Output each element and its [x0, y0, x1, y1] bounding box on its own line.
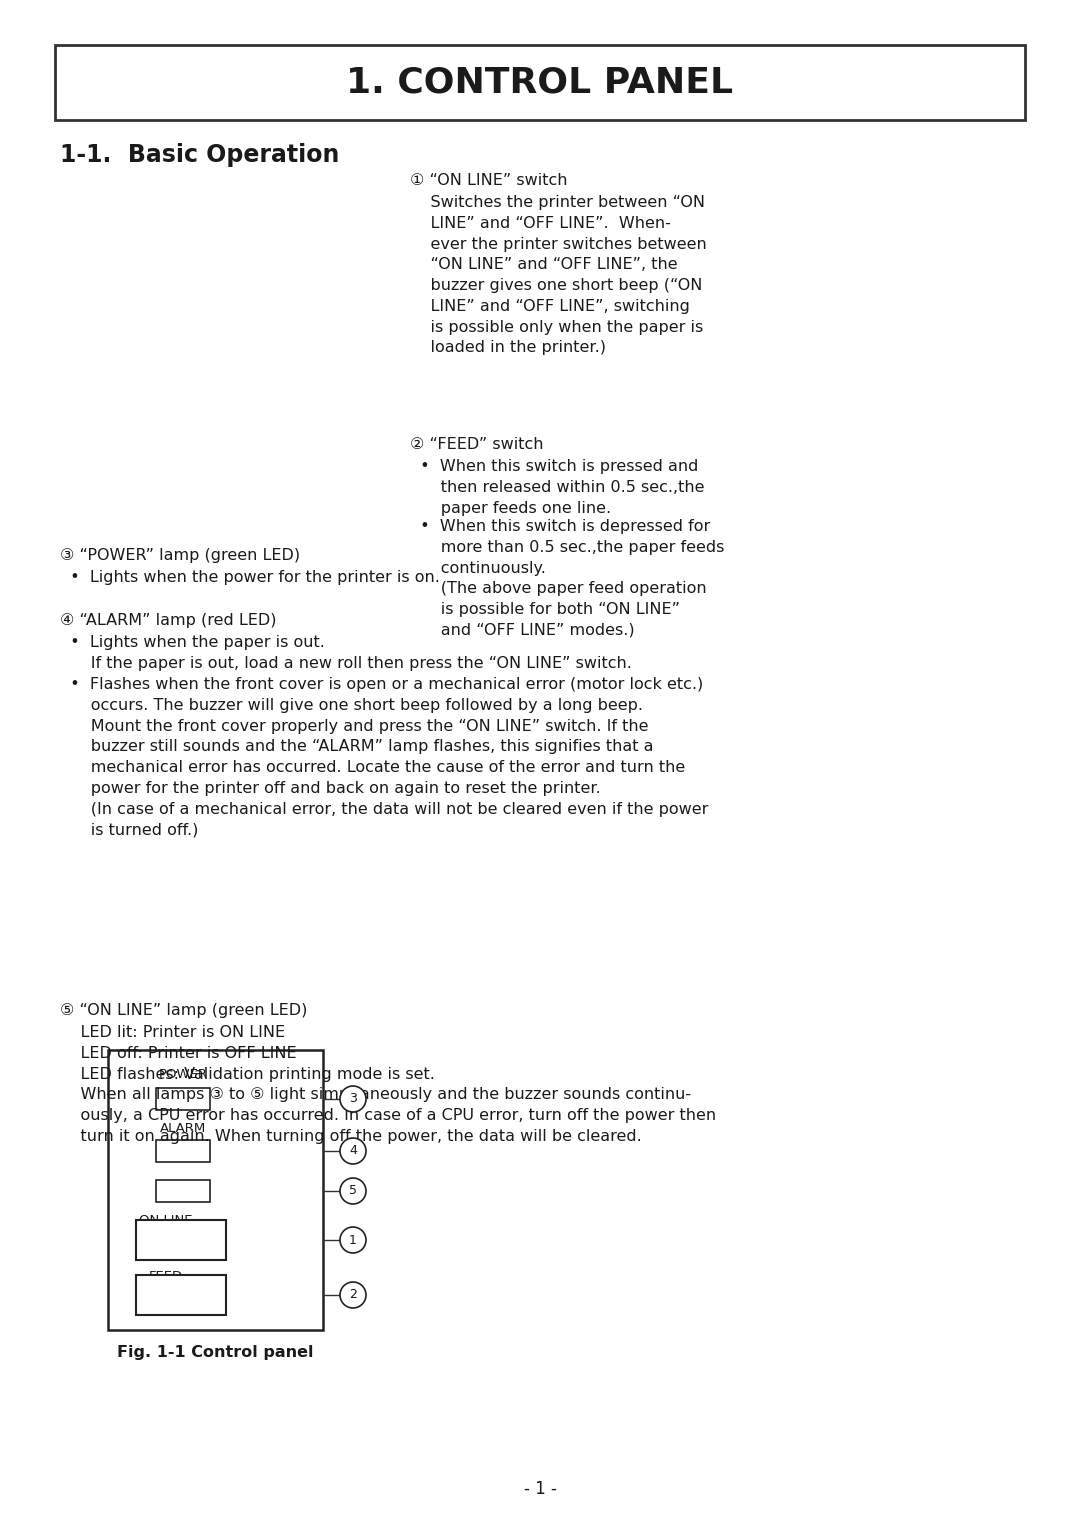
Text: 1-1.  Basic Operation: 1-1. Basic Operation	[60, 143, 339, 167]
Text: 4: 4	[349, 1145, 356, 1157]
Text: ④ “ALARM” lamp (red LED): ④ “ALARM” lamp (red LED)	[60, 613, 276, 629]
Bar	[136, 1275, 226, 1315]
Circle shape	[340, 1282, 366, 1308]
Text: Fig. 1-1 Control panel: Fig. 1-1 Control panel	[118, 1344, 314, 1360]
Circle shape	[340, 1226, 366, 1252]
Text: •  Lights when the paper is out.
      If the paper is out, load a new roll then: • Lights when the paper is out. If the p…	[60, 635, 632, 671]
Text: ② “FEED” switch: ② “FEED” switch	[410, 437, 543, 452]
Text: ON LINE: ON LINE	[139, 1214, 192, 1226]
Text: ⑤ “ON LINE” lamp (green LED): ⑤ “ON LINE” lamp (green LED)	[60, 1003, 308, 1018]
Text: LED lit: Printer is ON LINE
    LED off: Printer is OFF LINE
    LED flashes: Va: LED lit: Printer is ON LINE LED off: Pri…	[60, 1026, 716, 1144]
Circle shape	[340, 1085, 366, 1111]
Text: - 1 -: - 1 -	[524, 1479, 556, 1498]
Text: ① “ON LINE” switch: ① “ON LINE” switch	[410, 173, 567, 189]
Text: POWER: POWER	[159, 1069, 207, 1081]
Text: 1: 1	[349, 1234, 356, 1246]
Circle shape	[340, 1137, 366, 1164]
Bar	[156, 1088, 210, 1110]
Bar	[136, 1220, 226, 1260]
Text: 1. CONTROL PANEL: 1. CONTROL PANEL	[347, 66, 733, 100]
Text: ③ “POWER” lamp (green LED): ③ “POWER” lamp (green LED)	[60, 547, 300, 563]
Bar	[108, 1050, 323, 1331]
Bar	[156, 1141, 210, 1162]
Circle shape	[340, 1177, 366, 1203]
Text: •  When this switch is depressed for
      more than 0.5 sec.,the paper feeds
  : • When this switch is depressed for more…	[410, 520, 725, 638]
Text: •  Lights when the power for the printer is on.: • Lights when the power for the printer …	[60, 570, 440, 586]
Bar	[55, 44, 1025, 120]
Text: 2: 2	[349, 1289, 356, 1302]
Text: •  Flashes when the front cover is open or a mechanical error (motor lock etc.)
: • Flashes when the front cover is open o…	[60, 678, 708, 837]
Bar	[156, 1180, 210, 1202]
Text: FEED: FEED	[149, 1269, 184, 1283]
Text: ALARM: ALARM	[160, 1122, 206, 1134]
Text: 5: 5	[349, 1185, 357, 1197]
Text: 3: 3	[349, 1093, 356, 1105]
Text: •  When this switch is pressed and
      then released within 0.5 sec.,the
     : • When this switch is pressed and then r…	[410, 458, 704, 515]
Text: Switches the printer between “ON
    LINE” and “OFF LINE”.  When-
    ever the p: Switches the printer between “ON LINE” a…	[410, 195, 706, 356]
